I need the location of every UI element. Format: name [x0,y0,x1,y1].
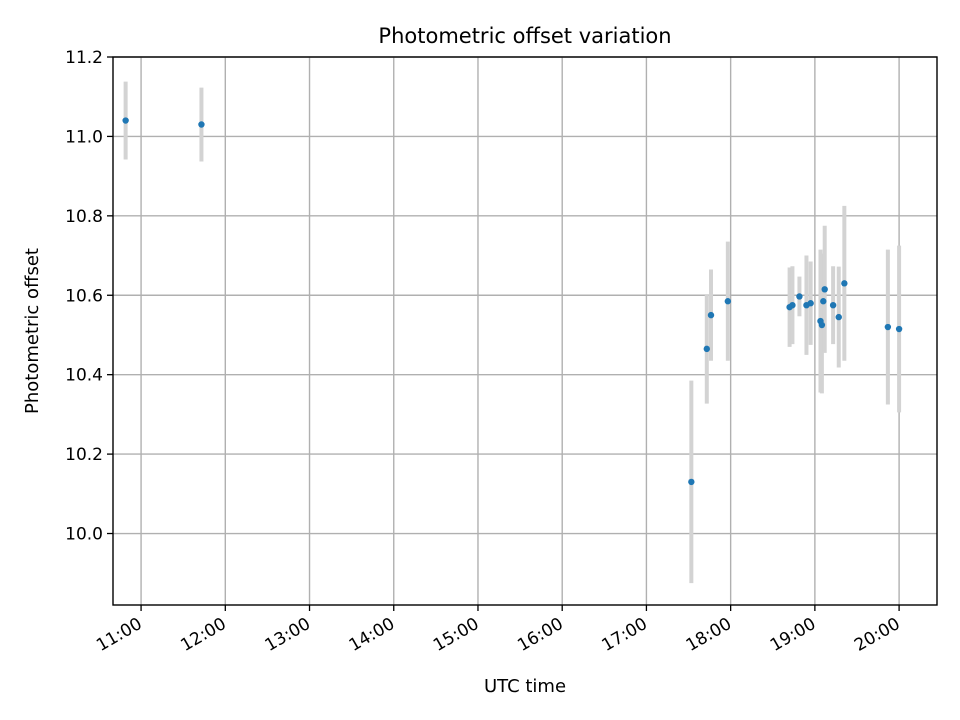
data-point [835,313,842,321]
x-tick-label: 19:00 [767,614,819,656]
data-point [895,325,903,333]
data-point [821,286,828,293]
x-axis-title: UTC time [484,676,566,697]
y-tick-label: 10.2 [65,445,103,465]
y-axis-title: Photometric offset [22,248,43,414]
plot-frame [112,56,938,606]
y-tick-label: 11.2 [65,48,103,68]
y-tick-label: 10.4 [65,366,103,386]
x-tick-label: 11:00 [93,614,145,656]
data-point [724,298,732,305]
x-axis: 11:00 12:00 13:00 14:00 15:00 16:00 17:00 18:00… [93,605,904,656]
y-tick-label: 10.0 [65,525,103,545]
data-point [796,293,803,300]
data-point [884,323,892,331]
data-point [198,121,205,128]
y-tick-label: 10.6 [65,286,103,306]
x-tick-label: 17:00 [598,614,650,656]
x-tick-label: 16:00 [514,614,566,656]
x-tick-label: 20:00 [851,614,903,656]
data-point [688,478,695,486]
y-tick-label: 10.8 [65,207,103,227]
data-points [122,117,903,486]
x-tick-label: 13:00 [262,614,314,656]
data-point [707,311,715,319]
grid [113,56,937,605]
x-tick-label: 15:00 [430,614,482,656]
data-point [829,301,837,309]
data-point [789,301,796,309]
x-tick-label: 18:00 [683,614,735,656]
y-axis: 10.0 10.2 10.4 10.6 10.8 11.0 11.2 [65,48,113,545]
data-point [122,117,129,124]
data-point [703,345,710,353]
x-tick-label: 14:00 [346,614,398,656]
chart-title: Photometric offset variation [378,24,671,48]
data-point [820,298,827,305]
data-point [841,280,848,287]
x-tick-label: 12:00 [177,614,229,656]
data-point [818,321,826,329]
errorbars [123,81,902,584]
y-tick-label: 11.0 [65,127,103,147]
data-point [807,300,814,307]
